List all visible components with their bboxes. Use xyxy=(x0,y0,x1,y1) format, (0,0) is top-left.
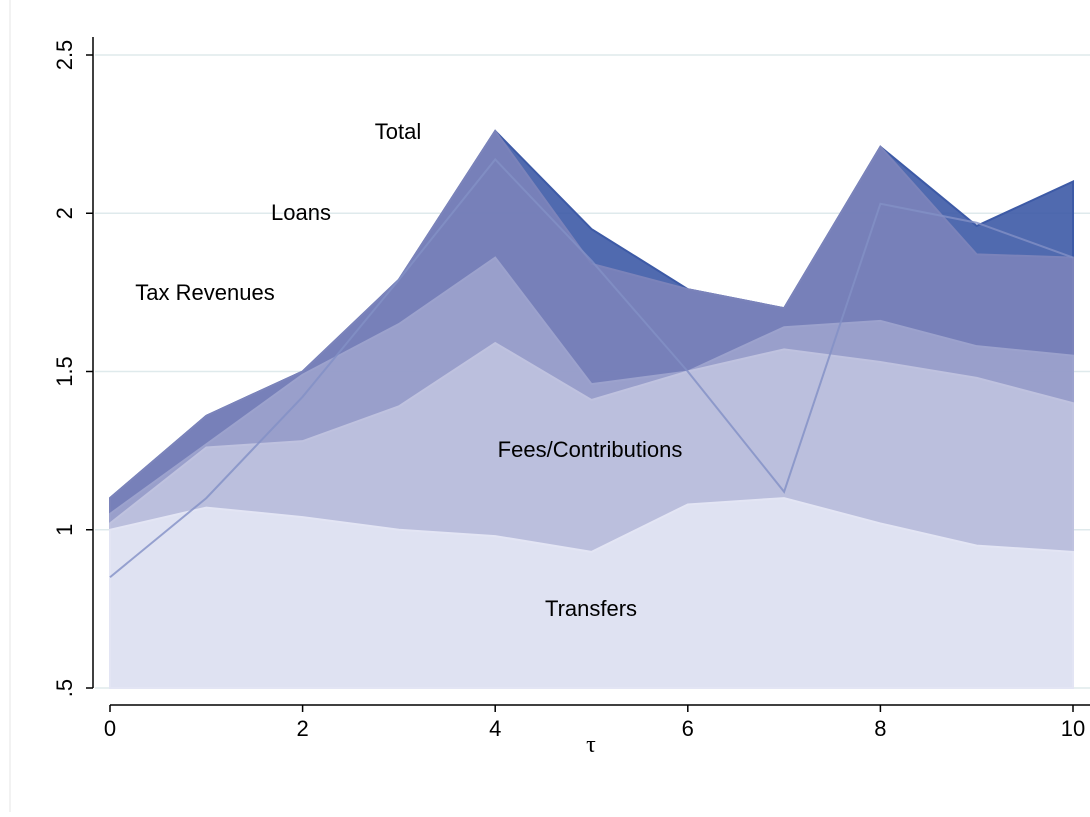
x-tick-label: 4 xyxy=(489,716,501,741)
y-tick-label: 2 xyxy=(52,207,77,219)
y-tick-label: .5 xyxy=(52,679,77,697)
x-tick-label: 8 xyxy=(874,716,886,741)
area xyxy=(109,497,1074,689)
y-tick-label: 1.5 xyxy=(52,356,77,387)
x-tick-label: 6 xyxy=(682,716,694,741)
area-label: Tax Revenues xyxy=(135,280,274,305)
x-tick-label: 2 xyxy=(296,716,308,741)
area-label: Transfers xyxy=(545,596,637,621)
area-label: Total xyxy=(375,119,421,144)
area-label: Fees/Contributions xyxy=(498,437,683,462)
x-tick-label: 10 xyxy=(1061,716,1085,741)
line-series xyxy=(109,157,1074,578)
area-label: Loans xyxy=(271,200,331,225)
x-axis-label: τ xyxy=(586,732,596,758)
y-tick-label: 2.5 xyxy=(52,40,77,71)
y-tick-label: 1 xyxy=(52,524,77,536)
x-tick-label: 0 xyxy=(104,716,116,741)
